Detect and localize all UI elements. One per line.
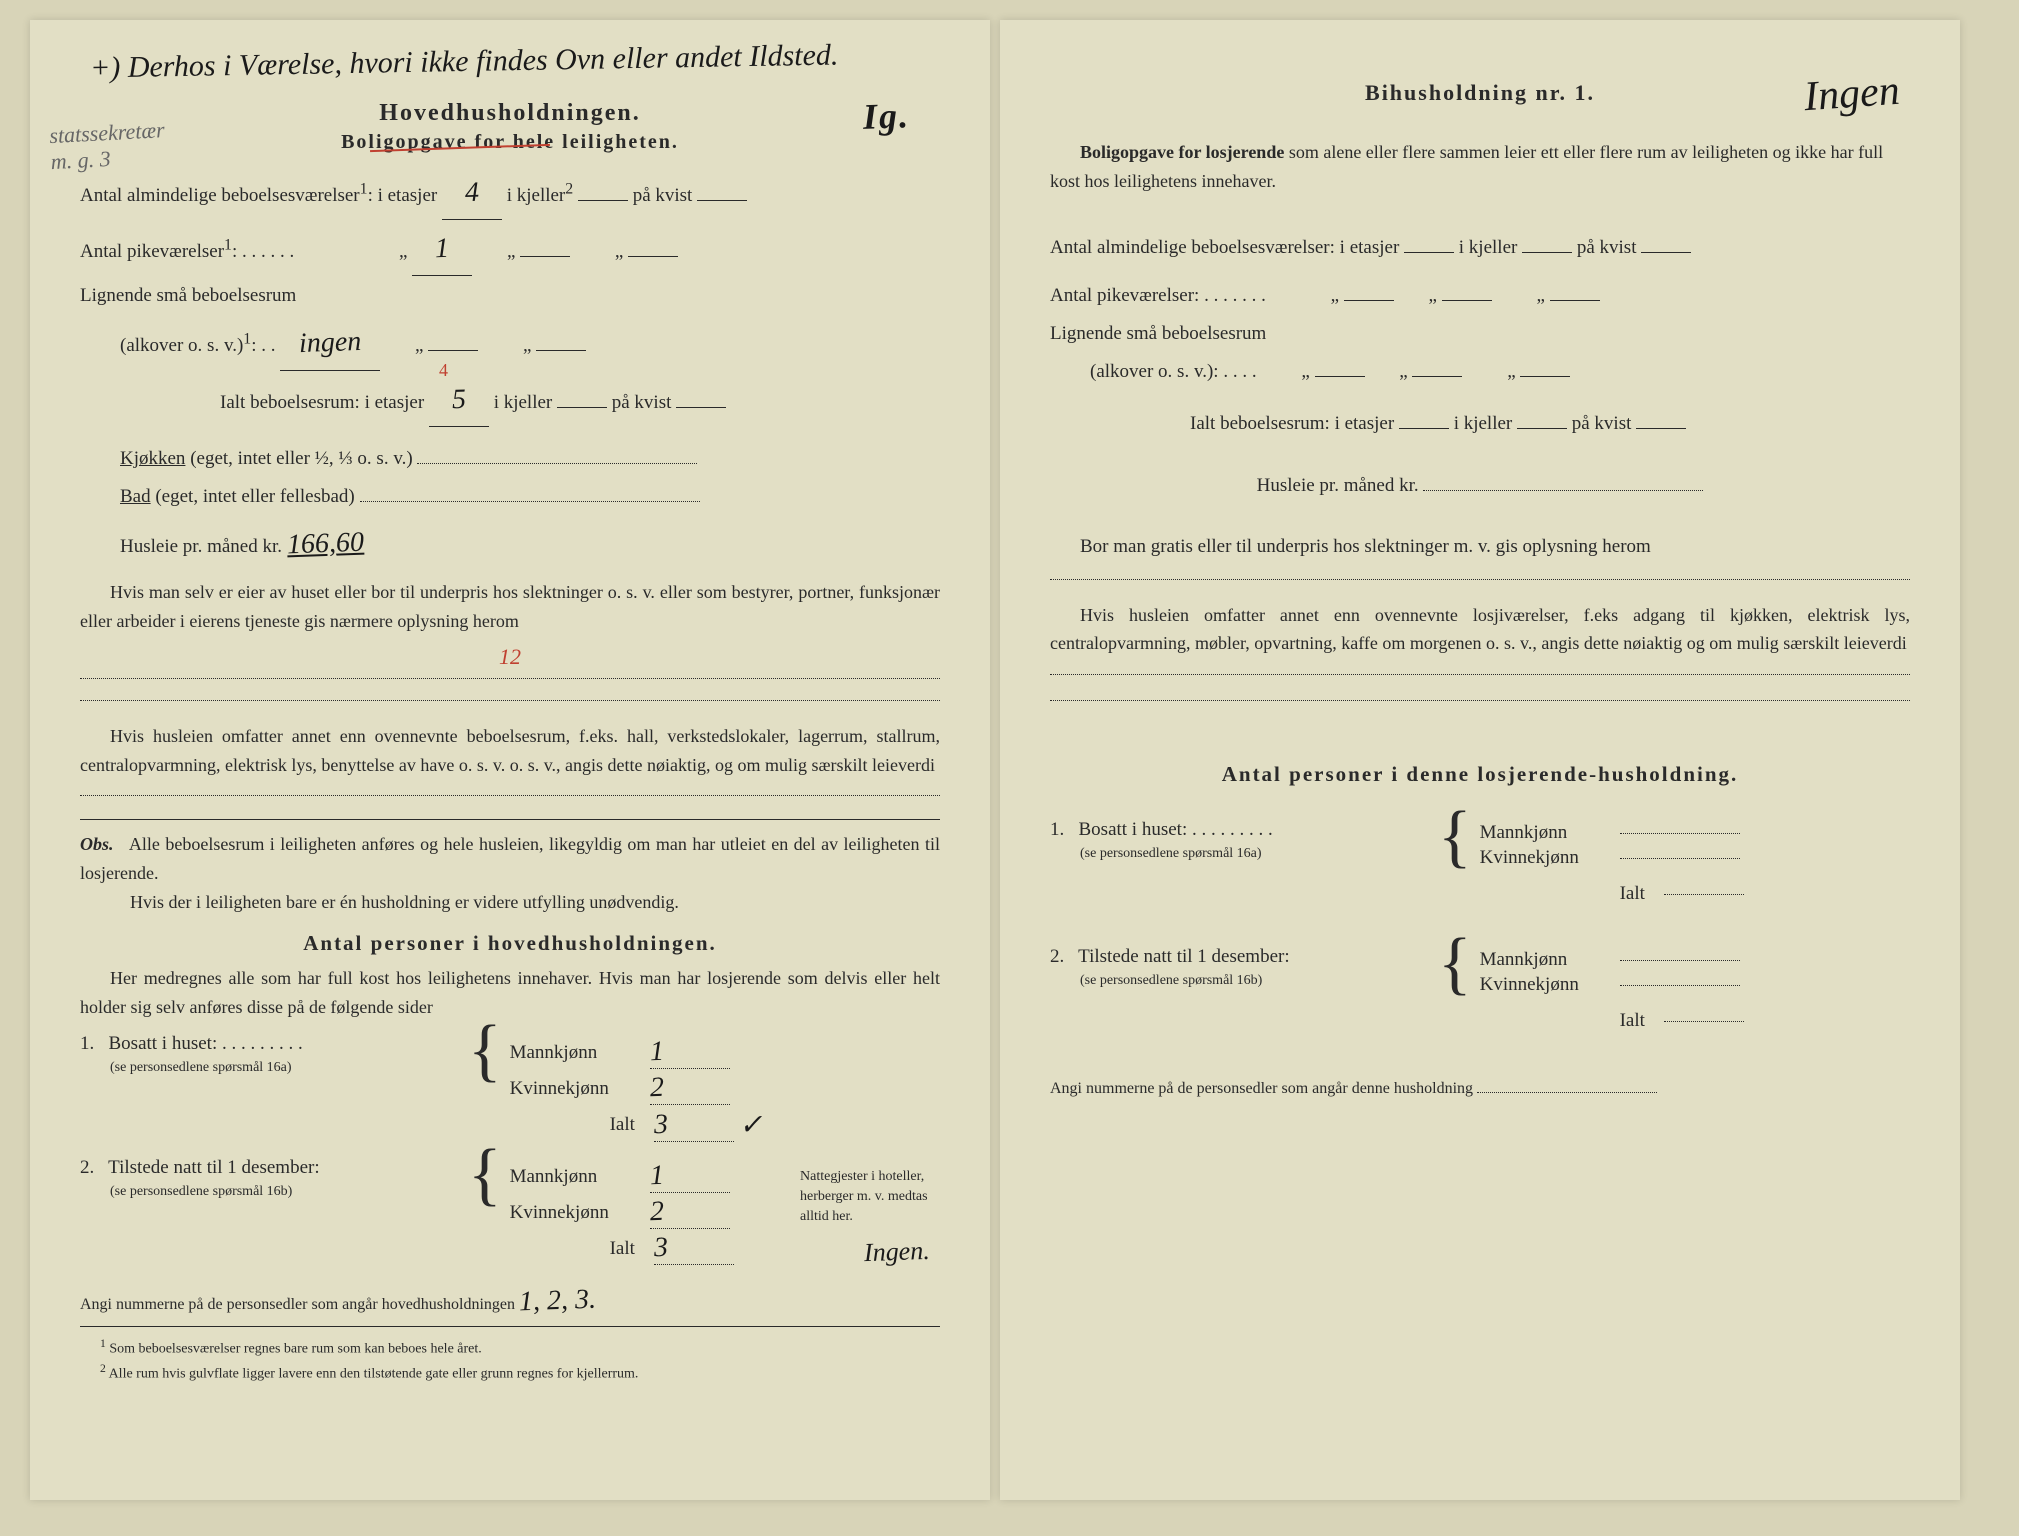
bi-intro: Boligopgave for losjerende Boligopgave f…	[1050, 138, 1910, 196]
maid-rooms-line: Antal pikeværelser1: . . . . . . „ 1 „ „	[80, 222, 940, 276]
handwritten-side-note: statssekretær m. g. 3	[49, 117, 172, 175]
handwritten-ingen: Ingen.	[864, 1236, 931, 1268]
night-guests-note: Nattegjester i hoteller, herberger m. v.…	[800, 1167, 950, 1226]
total-rooms-line: Ialt beboelsesrum: i etasjer 5 4 i kjell…	[80, 373, 940, 427]
rent-includes-para: Hvis husleien omfatter annet enn ovennev…	[80, 722, 940, 780]
bi-alcove-line: (alkover o. s. v.): . . . . „ „ „	[1050, 354, 1910, 390]
bath-line: Bad (eget, intet eller fellesbad)	[80, 479, 940, 515]
bi-rent-line: Husleie pr. måned kr.	[1050, 468, 1910, 504]
handwritten-signature: Ingen	[1803, 67, 1902, 122]
alcove-line: (alkover o. s. v.)1: . . ingen „ „	[80, 316, 940, 370]
footnote-1: 1 Som beboelsesværelser regnes bare rum …	[80, 1337, 940, 1358]
red-number: 12	[499, 644, 521, 669]
footnote-2: 2 Alle rum hvis gulvflate ligger lavere …	[80, 1362, 940, 1383]
bi-total-rooms: Ialt beboelsesrum: i etasjer i kjeller p…	[1050, 406, 1910, 442]
bi-ordinary-rooms: Antal almindelige beboelsesværelser: i e…	[1050, 230, 1910, 266]
bi-gratis-para: Bor man gratis eller til underpris hos s…	[1050, 532, 1910, 562]
ordinary-rooms-line: Antal almindelige beboelsesværelser1: i …	[80, 166, 940, 220]
owner-para: Hvis man selv er eier av huset eller bor…	[80, 578, 940, 636]
similar-rooms-label: Lignende små beboelsesrum	[80, 278, 940, 314]
bi-question-2: 2. Tilstede natt til 1 desember: (se per…	[1050, 946, 1910, 1035]
bi-maid-rooms: Antal pikeværelser: . . . . . . . „ „ „	[1050, 278, 1910, 314]
angi-line: Angi nummerne på de personsedler som ang…	[80, 1280, 940, 1322]
main-title: Hovedhusholdningen.	[80, 100, 940, 127]
bi-similar-label: Lignende små beboelsesrum	[1050, 316, 1910, 352]
persons-intro: Her medregnes alle som har full kost hos…	[80, 964, 940, 1022]
right-page: Ingen Bihusholdning nr. 1. Boligopgave f…	[1000, 20, 1960, 1500]
left-page: +) Derhos i Værelse, hvori ikke findes O…	[30, 20, 990, 1500]
question-1: 1. Bosatt i huset: . . . . . . . . . (se…	[80, 1033, 940, 1145]
handwritten-initial: Ig.	[862, 94, 910, 138]
persons-title: Antal personer i hovedhusholdningen.	[80, 931, 940, 956]
subtitle: Boligopgave for hele leiligheten. Ig.	[80, 131, 940, 154]
bi-title: Bihusholdning nr. 1.	[1050, 80, 1910, 106]
bi-angi-line: Angi nummerne på de personsedler som ang…	[1050, 1077, 1910, 1101]
question-2: 2. Tilstede natt til 1 desember: (se per…	[80, 1157, 940, 1268]
rent-line: Husleie pr. måned kr. 166,60	[80, 517, 940, 570]
obs-para: Obs. Alle beboelsesrum i leiligheten anf…	[80, 830, 940, 916]
kitchen-line: Kjøkken (eget, intet eller ½, ⅓ o. s. v.…	[80, 441, 940, 477]
bi-includes-para: Hvis husleien omfatter annet enn ovennev…	[1050, 601, 1910, 659]
bi-persons-title: Antal personer i denne losjerende-hushol…	[1050, 762, 1910, 787]
bi-question-1: 1. Bosatt i huset: . . . . . . . . . (se…	[1050, 819, 1910, 908]
